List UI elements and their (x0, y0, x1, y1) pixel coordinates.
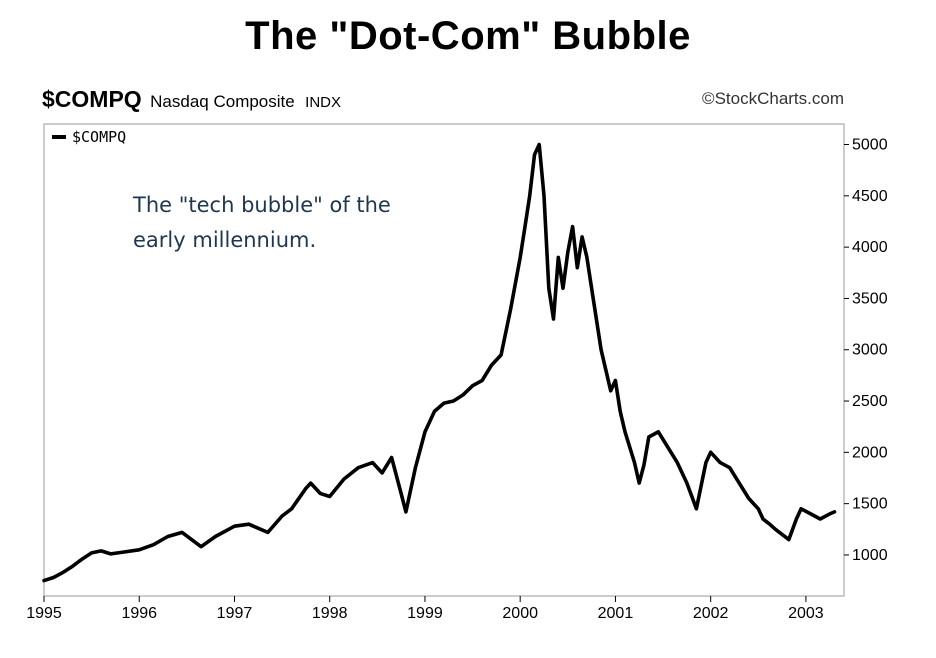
x-axis: 1995 1996 1997 1998 1999 2000 2001 2002 2003 (26, 596, 824, 622)
y-tick-label: 4000 (852, 239, 888, 256)
y-tick-label: 1000 (852, 547, 888, 564)
y-tick-label: 4500 (852, 188, 888, 205)
x-tick-label: 1996 (121, 605, 157, 622)
x-tick-label: 2000 (502, 605, 538, 622)
x-tick-label: 1995 (26, 605, 62, 622)
series-line-0 (42, 142, 837, 583)
series-layer (42, 142, 837, 583)
chart-title: The "Dot-Com" Bubble (245, 14, 691, 58)
annotation-line-2: early millennium. (133, 228, 316, 252)
x-tick-label: 1999 (407, 605, 443, 622)
ticker-name: Nasdaq Composite (150, 92, 295, 111)
annotation-line-1: The "tech bubble" of the (132, 193, 391, 217)
x-tick-label: 2001 (598, 605, 634, 622)
y-tick-label: 3500 (852, 290, 888, 307)
y-tick-label: 1500 (852, 496, 888, 513)
x-tick-label: 2003 (788, 605, 824, 622)
y-tick-label: 2500 (852, 393, 888, 410)
ticker-type: INDX (305, 94, 342, 111)
y-tick-label: 3000 (852, 342, 888, 359)
ticker-symbol: $COMPQ (42, 86, 142, 112)
x-tick-label: 1998 (312, 605, 348, 622)
ticker-line: $COMPQ Nasdaq Composite INDX (42, 86, 341, 113)
y-tick-label: 2000 (852, 444, 888, 461)
legend: $COMPQ (52, 128, 126, 146)
plot-frame (43, 123, 845, 597)
y-axis: 1000 1500 2000 2500 3000 3500 4000 4500 5000 (844, 137, 888, 564)
credit-text: ©StockCharts.com (702, 89, 844, 108)
y-tick-label: 5000 (852, 137, 888, 154)
legend-label: $COMPQ (72, 128, 126, 146)
x-tick-label: 1997 (217, 605, 253, 622)
x-tick-label: 2002 (693, 605, 729, 622)
